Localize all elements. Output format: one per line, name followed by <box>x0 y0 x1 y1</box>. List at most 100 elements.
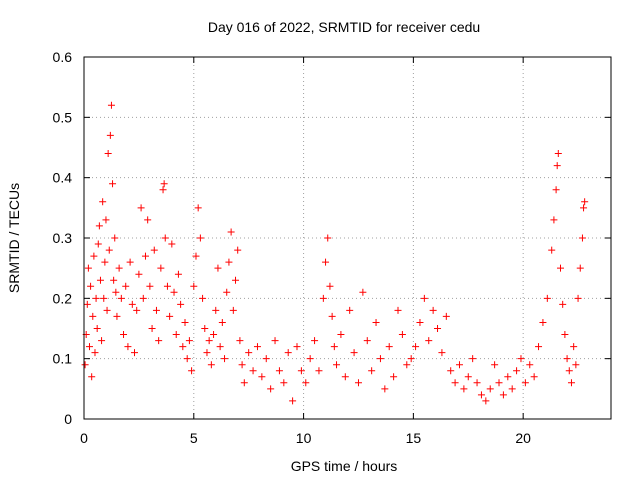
data-point <box>240 379 248 387</box>
data-point <box>381 385 389 393</box>
data-point <box>434 325 442 332</box>
y-tick-labels: 0 0.1 0.2 0.3 0.4 0.5 0.6 <box>53 49 73 427</box>
data-point <box>249 367 257 375</box>
data-point <box>416 318 424 326</box>
data-point <box>112 288 120 296</box>
data-point <box>157 264 165 272</box>
data-point <box>94 240 102 248</box>
data-point <box>188 367 196 375</box>
data-point <box>337 331 345 339</box>
x-tick-label: 0 <box>80 430 88 446</box>
data-point <box>236 337 244 345</box>
y-tick-label: 0.2 <box>53 290 73 306</box>
data-point <box>553 162 561 170</box>
grid-lines <box>84 57 611 419</box>
data-point <box>227 228 235 236</box>
data-point <box>385 343 393 351</box>
data-point <box>205 337 213 345</box>
x-tick-label: 10 <box>296 430 312 446</box>
data-point <box>539 318 547 326</box>
data-point <box>83 300 91 308</box>
data-point <box>99 198 107 206</box>
data-point <box>561 331 569 339</box>
data-point <box>328 312 336 320</box>
data-point <box>229 306 237 314</box>
data-point <box>451 379 459 387</box>
axis-ticks <box>83 56 611 420</box>
data-point <box>271 337 279 345</box>
data-point <box>280 379 288 387</box>
data-point <box>210 331 218 339</box>
data-point <box>425 337 433 345</box>
data-point <box>146 282 154 290</box>
data-point <box>110 276 118 284</box>
data-point <box>102 216 110 224</box>
x-tick-label: 20 <box>515 430 531 446</box>
data-point <box>517 355 525 363</box>
data-point <box>174 270 182 278</box>
data-point <box>234 246 242 254</box>
data-point <box>563 355 571 363</box>
data-point <box>124 343 132 351</box>
data-point <box>96 276 104 284</box>
data-point <box>429 306 437 314</box>
data-point <box>177 300 185 308</box>
data-point <box>183 355 191 363</box>
data-point <box>179 343 187 351</box>
data-point <box>311 337 319 345</box>
data-point <box>245 349 253 357</box>
y-tick-label: 0.3 <box>53 230 73 246</box>
data-point <box>486 385 494 393</box>
data-point <box>135 270 143 278</box>
data-point <box>117 294 125 302</box>
data-point <box>376 355 384 363</box>
data-point <box>574 294 582 302</box>
data-point <box>150 246 158 254</box>
x-tick-labels: 0 5 10 15 20 <box>80 430 531 446</box>
data-point <box>194 204 202 212</box>
data-point <box>521 379 529 387</box>
data-point <box>172 331 180 339</box>
data-point <box>113 312 121 320</box>
data-point <box>420 294 428 302</box>
data-point <box>526 361 534 369</box>
data-point <box>482 397 490 405</box>
data-point <box>464 373 472 381</box>
data-point <box>556 264 564 272</box>
data-point <box>93 325 101 332</box>
data-point <box>580 204 588 212</box>
data-point <box>552 186 560 194</box>
data-point <box>559 300 567 308</box>
data-point <box>535 343 543 351</box>
data-point <box>442 312 450 320</box>
data-point <box>275 367 283 375</box>
data-point <box>513 367 521 375</box>
data-point <box>152 306 160 314</box>
x-tick-label: 15 <box>406 430 422 446</box>
data-point <box>578 234 586 242</box>
data-point <box>302 379 310 387</box>
y-tick-label: 0 <box>64 411 72 427</box>
data-point <box>455 361 463 369</box>
y-axis-label: SRMTID / TECUs <box>6 183 22 293</box>
data-point <box>330 343 338 351</box>
data-point <box>412 343 420 351</box>
data-point <box>333 361 341 369</box>
data-point <box>170 288 178 296</box>
data-point <box>137 204 145 212</box>
data-point <box>315 367 323 375</box>
data-point <box>306 355 314 363</box>
data-point <box>530 373 538 381</box>
data-point <box>495 379 503 387</box>
data-point <box>363 337 371 345</box>
data-point <box>166 312 174 320</box>
data-point <box>447 367 455 375</box>
data-point <box>258 373 266 381</box>
data-point <box>238 361 246 369</box>
data-point <box>199 294 207 302</box>
data-point <box>567 379 575 387</box>
y-tick-label: 0.5 <box>53 109 73 125</box>
data-point <box>101 258 109 266</box>
data-point <box>122 282 130 290</box>
